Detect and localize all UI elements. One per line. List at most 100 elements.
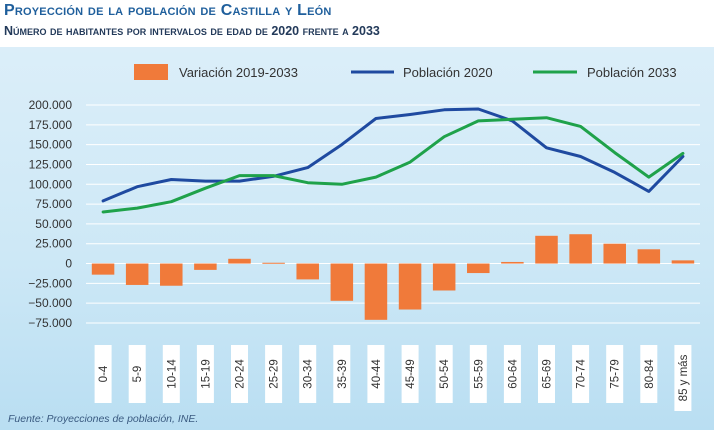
y-tick-label: 100.000 <box>29 177 73 191</box>
x-tick: 40-44 <box>367 345 385 403</box>
line-poblacion-2033 <box>101 116 685 214</box>
y-tick-label: 150.000 <box>29 138 73 152</box>
bar-variacion <box>671 260 695 264</box>
x-tick: 75-79 <box>606 345 624 403</box>
y-tick-label: 125.000 <box>29 157 73 171</box>
x-tick-label: 10-14 <box>166 359 178 389</box>
bar-variacion <box>125 263 149 285</box>
x-tick-box <box>299 345 317 403</box>
x-tick: 65-69 <box>538 345 555 403</box>
x-tick: 0-4 <box>94 345 112 403</box>
x-tick: 85 y más <box>674 345 692 411</box>
x-tick-label: 15-19 <box>200 359 212 388</box>
bar-variacion <box>194 263 217 270</box>
y-tick-label: −50.000 <box>28 296 72 310</box>
x-tick-box <box>162 345 180 403</box>
bar-variacion <box>432 263 456 291</box>
bar-variacion <box>569 234 592 264</box>
x-tick-box <box>674 345 692 411</box>
y-tick-label: 75.000 <box>35 197 72 211</box>
y-tick-label: 50.000 <box>35 217 72 231</box>
x-tick-box <box>572 345 590 403</box>
bar-variacion <box>160 263 183 286</box>
x-tick: 60-64 <box>503 345 521 403</box>
y-tick-label: 0 <box>65 257 72 271</box>
x-tick-label: 25-29 <box>269 359 281 388</box>
legend: Variación 2019-2033 Población 2020 Poblaci… <box>134 64 677 80</box>
bar-variacion <box>228 258 251 264</box>
y-tick-label: −75.000 <box>28 316 72 330</box>
x-tick: 70-74 <box>572 345 590 403</box>
chart-panel <box>0 47 714 430</box>
x-tick: 50-54 <box>435 345 453 403</box>
x-tick-box <box>401 345 419 403</box>
x-tick-box <box>367 345 385 403</box>
x-axis-ticks: 0-4 5-9 10-14 15-19 20-24 25-29 30-34 35-39 40-4… <box>94 345 692 411</box>
x-tick-box <box>503 345 521 403</box>
x-tick: 35-39 <box>333 345 351 403</box>
x-tick-box <box>333 345 351 403</box>
bar-variacion <box>603 243 626 264</box>
x-tick-box <box>469 345 487 403</box>
x-tick-label: 75-79 <box>610 359 622 388</box>
bar-variacion <box>330 263 354 301</box>
y-tick-label: 200.000 <box>29 98 73 112</box>
line-poblacion-2020 <box>101 107 685 203</box>
legend-label-2020: Población 2020 <box>403 65 493 80</box>
x-tick-label: 40-44 <box>371 359 383 389</box>
bar-variacion <box>91 263 115 275</box>
x-tick-label: 50-54 <box>439 359 451 389</box>
x-tick: 30-34 <box>299 345 317 403</box>
y-tick-label: −25.000 <box>28 276 72 290</box>
x-tick-box <box>128 345 146 403</box>
x-tick-label: 55-59 <box>473 359 485 388</box>
legend-label-2033: Población 2033 <box>587 65 677 80</box>
source-note: Fuente: Proyecciones de población, INE. <box>8 413 199 425</box>
x-tick: 55-59 <box>469 345 487 403</box>
x-tick-box <box>94 345 112 403</box>
x-tick-label: 0-4 <box>98 365 110 382</box>
x-tick-label: 70-74 <box>576 359 588 389</box>
x-tick-label: 60-64 <box>507 359 519 389</box>
x-tick: 15-19 <box>196 345 214 403</box>
x-tick-label: 45-49 <box>405 359 417 388</box>
chart-subtitle: Número de habitantes por intervalos de e… <box>4 24 380 38</box>
x-tick: 5-9 <box>128 345 146 403</box>
grid-lines <box>86 104 700 324</box>
x-tick-label: 35-39 <box>337 359 349 388</box>
bar-variacion <box>398 263 422 310</box>
bar-variacion <box>296 263 319 280</box>
bar-variacion <box>467 263 490 274</box>
x-tick-box <box>265 345 283 403</box>
x-tick-box <box>231 345 248 403</box>
x-tick-label: 30-34 <box>303 359 315 389</box>
x-tick-label: 65-69 <box>542 359 554 388</box>
x-tick: 45-49 <box>401 345 419 403</box>
lines <box>101 107 685 214</box>
bar-variacion <box>364 263 388 320</box>
y-axis-ticks: 200.000 175.000 150.000 125.000 100.000 75.00… <box>28 98 72 330</box>
bar-variacion <box>535 235 558 264</box>
x-tick: 80-84 <box>640 345 658 403</box>
bar-variacion <box>637 249 661 264</box>
legend-label-variacion: Variación 2019-2033 <box>179 65 298 80</box>
x-tick-label: 85 y más <box>678 354 690 401</box>
x-tick-box <box>640 345 658 403</box>
x-tick-label: 20-24 <box>235 359 247 389</box>
bar-variacion <box>501 261 524 264</box>
x-tick: 20-24 <box>231 345 248 403</box>
x-tick-box <box>435 345 453 403</box>
x-tick: 10-14 <box>162 345 180 403</box>
legend-swatch-variacion <box>134 64 168 80</box>
bar-variacion <box>262 262 285 264</box>
x-tick-label: 80-84 <box>644 359 656 389</box>
x-tick: 25-29 <box>265 345 283 403</box>
bars-variacion <box>91 234 695 320</box>
chart-title: Proyección de la población de Castilla y… <box>4 2 332 19</box>
x-tick-box <box>538 345 555 403</box>
y-tick-label: 175.000 <box>29 118 73 132</box>
y-tick-label: 25.000 <box>35 237 72 251</box>
x-tick-box <box>606 345 624 403</box>
x-tick-label: 5-9 <box>132 366 144 383</box>
